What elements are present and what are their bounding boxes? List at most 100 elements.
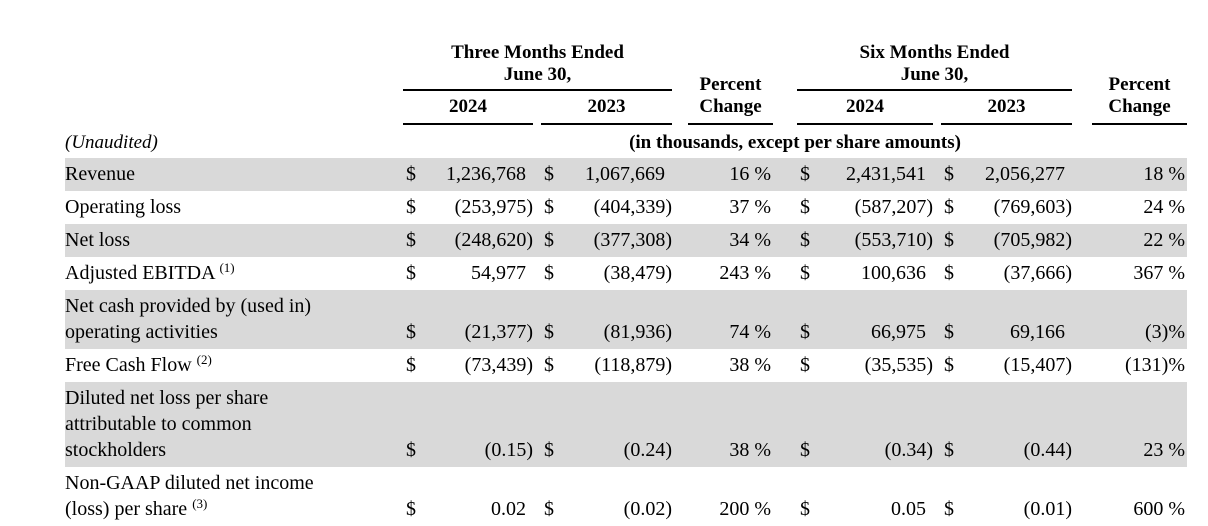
value-tm-2024: $ (248,620) <box>406 228 533 251</box>
value-sm-2023: $ (0.01) <box>944 497 1072 520</box>
percent-change-tm: 37 % <box>729 195 771 218</box>
percent-change-sm: 24 % <box>1143 195 1185 218</box>
percent-change-sm: (131)% <box>1125 353 1185 376</box>
dollar-sign: $ <box>944 228 954 251</box>
table-row: Revenue $1,236,768 $1,067,669 16 % $2,43… <box>65 157 1187 191</box>
dollar-sign: $ <box>544 320 554 343</box>
dollar-sign: $ <box>800 162 810 185</box>
dollar-sign: $ <box>800 320 810 343</box>
row-label: Net cash provided by (used in) operating… <box>65 294 312 343</box>
percent-change-tm: 34 % <box>729 228 771 251</box>
unaudited-label: (Unaudited) <box>65 131 158 153</box>
dollar-sign: $ <box>944 162 954 185</box>
value-sm-2024: $ (0.34) <box>800 438 933 461</box>
dollar-sign: $ <box>544 497 554 520</box>
value-tm-2023: $ (38,479) <box>544 261 672 284</box>
three-months-group-header: Three Months Ended June 30, <box>403 42 672 91</box>
percent-change-sm: 600 % <box>1133 497 1185 520</box>
dollar-sign: $ <box>544 162 554 185</box>
dollar-sign: $ <box>944 261 954 284</box>
table-body: Revenue $1,236,768 $1,067,669 16 % $2,43… <box>65 157 1187 526</box>
value-tm-2023: $ (404,339) <box>544 195 672 218</box>
value-sm-2024: $ (553,710) <box>800 228 933 251</box>
row-label: Adjusted EBITDA (1) <box>65 259 235 284</box>
value-tm-2024: $54,977 <box>406 261 526 284</box>
percent-change-header-three-months: Percent Change <box>688 74 773 125</box>
percent-change-sm: 23 % <box>1143 438 1185 461</box>
dollar-sign: $ <box>544 228 554 251</box>
row-label: Operating loss <box>65 195 182 218</box>
dollar-sign: $ <box>544 261 554 284</box>
percent-change-tm: 38 % <box>729 353 771 376</box>
column-header-sm-2023: 2023 <box>941 91 1072 125</box>
value-tm-2024: $0.02 <box>406 497 526 520</box>
row-label: Free Cash Flow (2) <box>65 351 212 376</box>
dollar-sign: $ <box>944 353 954 376</box>
value-tm-2024: $ (73,439) <box>406 353 533 376</box>
dollar-sign: $ <box>800 438 810 461</box>
value-tm-2024: $ (21,377) <box>406 320 533 343</box>
dollar-sign: $ <box>544 438 554 461</box>
dollar-sign: $ <box>800 497 810 520</box>
dollar-sign: $ <box>944 497 954 520</box>
value-tm-2023: $1,067,669 <box>544 162 665 185</box>
row-label: Diluted net loss per share attributable … <box>65 386 269 461</box>
units-row: (Unaudited) (in thousands, except per sh… <box>65 125 1187 158</box>
row-label: Revenue <box>65 162 135 185</box>
value-sm-2024: $100,636 <box>800 261 926 284</box>
value-sm-2023: $ (0.44) <box>944 438 1072 461</box>
units-note: (in thousands, except per share amounts) <box>629 131 961 153</box>
table-row: Net loss $ (248,620) $ (377,308) 34 % $ (55… <box>65 223 1187 257</box>
dollar-sign: $ <box>800 261 810 284</box>
row-label: Net loss <box>65 228 130 251</box>
value-sm-2024: $0.05 <box>800 497 926 520</box>
value-tm-2024: $ (0.15) <box>406 438 533 461</box>
value-sm-2023: $ (705,982) <box>944 228 1072 251</box>
table-row: Adjusted EBITDA (1) $54,977 $ (38,479) 24… <box>65 257 1187 290</box>
table-row: Non-GAAP diluted net income (loss) per s… <box>65 467 1187 526</box>
value-tm-2024: $1,236,768 <box>406 162 526 185</box>
percent-change-tm: 200 % <box>719 497 771 520</box>
dollar-sign: $ <box>800 195 810 218</box>
table-row: Diluted net loss per share attributable … <box>65 381 1187 467</box>
value-tm-2023: $ (81,936) <box>544 320 672 343</box>
dollar-sign: $ <box>406 320 416 343</box>
percent-change-tm: 38 % <box>729 438 771 461</box>
table-row: Operating loss $ (253,975) $ (404,339) 37 … <box>65 191 1187 224</box>
value-tm-2023: $ (118,879) <box>544 353 672 376</box>
row-label: Non-GAAP diluted net income (loss) per s… <box>65 471 314 520</box>
footnote-superscript: (3) <box>192 495 208 511</box>
table-row: Net cash provided by (used in) operating… <box>65 289 1187 349</box>
table-row: Free Cash Flow (2) $ (73,439) $ (118,879) … <box>65 349 1187 382</box>
value-tm-2023: $ (0.02) <box>544 497 672 520</box>
percent-change-tm: 243 % <box>719 261 771 284</box>
percent-change-sm: (3)% <box>1145 320 1185 343</box>
value-sm-2023: $69,166 <box>944 320 1065 343</box>
dollar-sign: $ <box>406 261 416 284</box>
value-tm-2024: $ (253,975) <box>406 195 533 218</box>
dollar-sign: $ <box>406 497 416 520</box>
six-months-group-header: Six Months Ended June 30, <box>797 42 1072 91</box>
dollar-sign: $ <box>406 353 416 376</box>
percent-change-header-six-months: Percent Change <box>1092 74 1187 125</box>
column-header-tm-2024: 2024 <box>403 91 533 125</box>
dollar-sign: $ <box>544 353 554 376</box>
percent-change-sm: 18 % <box>1143 162 1185 185</box>
table-header: Three Months Ended June 30, Percent Chan… <box>65 42 1187 125</box>
dollar-sign: $ <box>944 320 954 343</box>
value-sm-2024: $66,975 <box>800 320 926 343</box>
column-header-sm-2024: 2024 <box>797 91 933 125</box>
column-header-tm-2023: 2023 <box>541 91 672 125</box>
value-tm-2023: $ (377,308) <box>544 228 672 251</box>
value-sm-2024: $ (35,535) <box>800 353 933 376</box>
value-sm-2023: $ (15,407) <box>944 353 1072 376</box>
percent-change-sm: 367 % <box>1133 261 1185 284</box>
dollar-sign: $ <box>944 195 954 218</box>
footnote-superscript: (2) <box>196 351 212 367</box>
footnote-superscript: (1) <box>219 259 235 275</box>
dollar-sign: $ <box>406 228 416 251</box>
value-sm-2024: $2,431,541 <box>800 162 926 185</box>
dollar-sign: $ <box>406 162 416 185</box>
value-sm-2023: $ (769,603) <box>944 195 1072 218</box>
